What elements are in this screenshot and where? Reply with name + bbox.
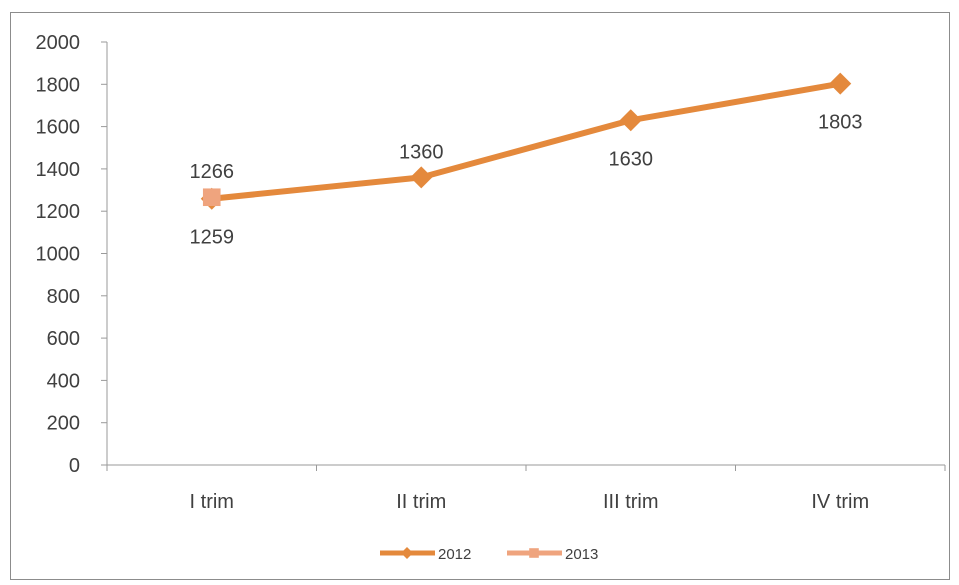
data-label-2012: 1630 <box>609 148 654 170</box>
y-tick-label: 600 <box>47 328 80 350</box>
data-label-2012: 1803 <box>818 112 863 134</box>
y-tick-label: 1800 <box>36 74 81 96</box>
x-tick-label: IV trim <box>811 491 869 513</box>
x-tick-label: I trim <box>190 491 234 513</box>
y-tick-label: 1600 <box>36 117 81 139</box>
data-point-2012 <box>619 109 642 132</box>
y-tick-label: 0 <box>69 455 80 477</box>
y-tick-label: 1400 <box>36 159 81 181</box>
legend-label-2013: 2013 <box>565 546 598 563</box>
data-point-2012 <box>410 166 433 189</box>
data-point-2012 <box>829 72 852 95</box>
data-label-2013: 1266 <box>190 161 235 183</box>
y-tick-label: 1000 <box>36 244 81 266</box>
data-label-2012: 1360 <box>399 141 444 163</box>
y-tick-label: 800 <box>47 286 80 308</box>
legend-label-2012: 2012 <box>438 546 471 563</box>
x-tick-label: II trim <box>396 491 446 513</box>
y-tick-label: 200 <box>47 413 80 435</box>
legend-marker-2012 <box>401 547 413 559</box>
legend-marker-2013 <box>529 548 539 558</box>
x-tick-label: III trim <box>603 491 659 513</box>
chart-area <box>10 12 950 580</box>
series-line-2012 <box>208 80 844 202</box>
y-tick-label: 1200 <box>36 201 81 223</box>
y-tick-label: 2000 <box>36 32 81 54</box>
y-tick-label: 400 <box>47 370 80 392</box>
data-label-2012: 1259 <box>190 227 235 249</box>
data-point-2013 <box>202 188 221 207</box>
